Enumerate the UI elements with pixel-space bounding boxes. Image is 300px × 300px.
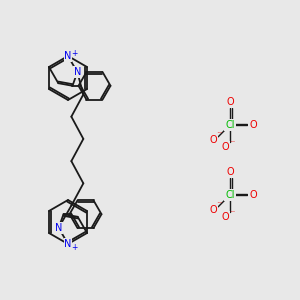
Text: N: N [64, 51, 72, 61]
Text: +: + [71, 49, 77, 58]
Text: O: O [249, 120, 257, 130]
Text: O: O [226, 167, 234, 177]
Text: ·⁻: ·⁻ [229, 208, 235, 217]
Text: ·⁻: ·⁻ [216, 200, 222, 208]
Text: ·⁻: ·⁻ [216, 129, 222, 138]
Text: ·⁻: ·⁻ [229, 139, 235, 148]
Text: O: O [221, 212, 229, 222]
Text: O: O [249, 190, 257, 200]
Text: N: N [55, 223, 62, 233]
Text: O: O [226, 97, 234, 107]
Text: Cl: Cl [225, 120, 235, 130]
Text: Cl: Cl [225, 190, 235, 200]
Text: N: N [74, 67, 81, 77]
Text: N: N [64, 239, 72, 249]
Text: +: + [71, 242, 77, 251]
Text: O: O [209, 205, 217, 215]
Text: O: O [209, 135, 217, 145]
Text: O: O [221, 142, 229, 152]
